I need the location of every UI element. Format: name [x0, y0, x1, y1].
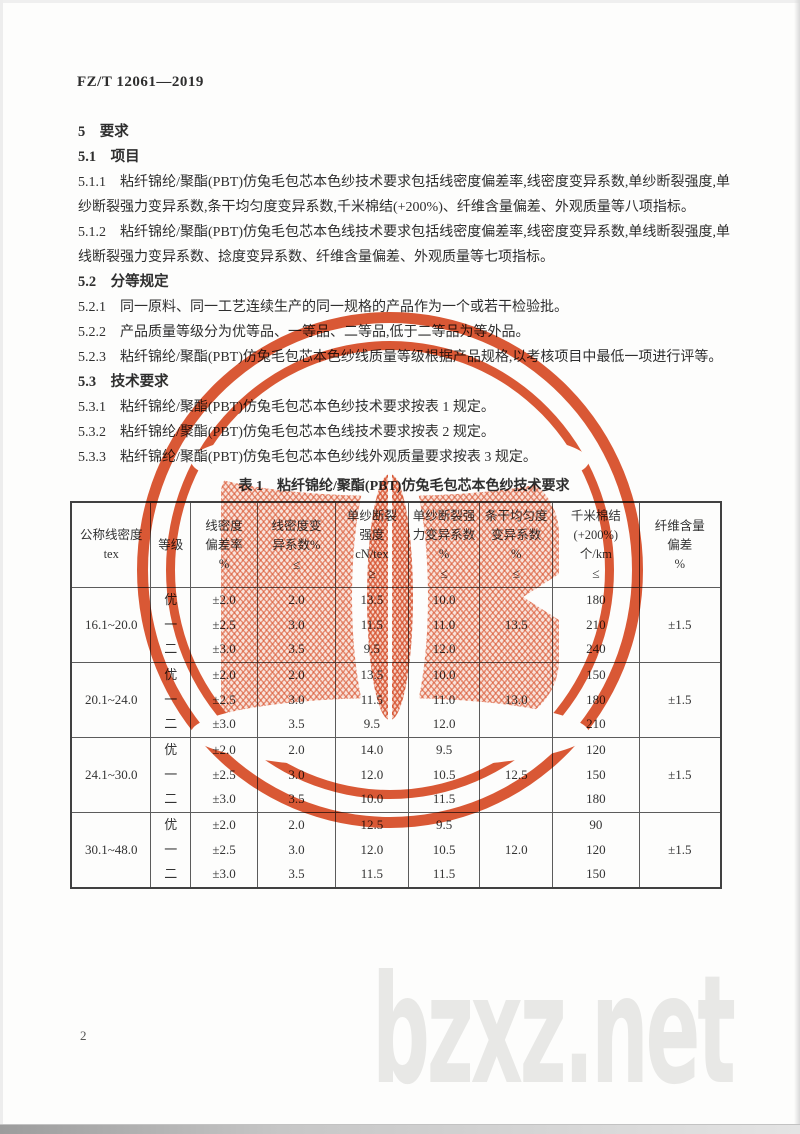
cell-strength-cv: 10.0 11.0 12.0: [407, 662, 481, 738]
scan-edge-bottom: [0, 1124, 800, 1134]
para-5-2-1: 5.2.1 同一原料、同一工艺连续生产的同一规格的产品作为一个或若干检验批。: [78, 300, 568, 315]
cell-neps: 120 150 180: [552, 737, 640, 813]
scan-edge-right: [794, 0, 800, 1134]
cell-grade: 优一二: [150, 587, 192, 663]
column-header-strength_cv: 单纱断裂强 力变异系数% ≤: [407, 501, 481, 588]
table-row-group-16.1~20.0: 16.1~20.0 优一二 ±2.0 ±2.5 ±3.0 2.0 3.0 3.5 13.5 11.…: [70, 587, 722, 663]
cell-density-cv: 2.0 3.0 3.5: [257, 662, 337, 738]
para-5-3-2: 5.3.2 粘纤锦纶/聚酯(PBT)仿兔毛包芯本色线技术要求按表 2 规定。: [78, 425, 495, 440]
cell-strength: 13.5 11.5 9.5: [335, 662, 409, 738]
section-5-1-heading: 5.1 项目: [78, 149, 140, 165]
cell-strength-cv: 9.5 10.5 11.5: [407, 737, 481, 813]
para-5-2-3: 5.2.3 粘纤锦纶/聚酯(PBT)仿兔毛包芯本色纱线质量等级根据产品规格,以考…: [78, 350, 723, 365]
cell-density-dev: ±2.0 ±2.5 ±3.0: [190, 812, 259, 889]
cell-density-dev: ±2.0 ±2.5 ±3.0: [190, 737, 259, 813]
table-row-group-30.1~48.0: 30.1~48.0 优一二 ±2.0 ±2.5 ±3.0 2.0 3.0 3.5 12.5 12.…: [70, 812, 722, 889]
cell-strength-cv: 9.5 10.5 11.5: [407, 812, 481, 889]
section-5-2-heading: 5.2 分等规定: [78, 274, 169, 290]
cell-strength: 14.0 12.0 10.0: [335, 737, 409, 813]
column-header-strength: 单纱断裂 强度 cN/tex ≥: [335, 501, 409, 588]
para-5-2-2: 5.2.2 产品质量等级分为优等品、一等品、二等品,低于二等品为等外品。: [78, 325, 530, 340]
cell-density-dev: ±2.0 ±2.5 ±3.0: [190, 662, 259, 738]
cell-neps: 90 120 150: [552, 812, 640, 889]
cell-fiber-dev: ±1.5: [638, 737, 722, 813]
cell-neps: 180 210 240: [552, 587, 640, 663]
table-1-body: 16.1~20.0 优一二 ±2.0 ±2.5 ±3.0 2.0 3.0 3.5 13.5 11.…: [70, 587, 722, 889]
para-5-3-1: 5.3.1 粘纤锦纶/聚酯(PBT)仿兔毛包芯本色纱技术要求按表 1 规定。: [78, 400, 495, 415]
column-header-density_dev: 线密度 偏差率%: [190, 501, 259, 588]
table-1-title: 表 1 粘纤锦纶/聚酯(PBT)仿兔毛包芯本色纱技术要求: [238, 479, 570, 494]
page-number: 2: [80, 1028, 87, 1043]
cell-grade: 优一二: [150, 737, 192, 813]
cell-evenness-cv: 13.0: [479, 662, 554, 738]
document-body: 5 要求 5.1 项目 5.1.1 粘纤锦纶/聚酯(PBT)仿兔毛包芯本色纱技术…: [70, 120, 730, 889]
table-1-header: 公称线密度 tex 等级 线密度 偏差率% 线密度变 异系数% ≤ 单纱断裂 强度 cN/tex ≥ 单…: [70, 501, 722, 588]
cell-density-cv: 2.0 3.0 3.5: [257, 812, 337, 889]
column-header-fiber_dev: 纤维含量 偏差%: [638, 501, 722, 588]
cell-grade: 优一二: [150, 662, 192, 738]
column-header-evenness_cv: 条干均匀度 变异系数% ≤: [479, 501, 554, 588]
cell-strength: 12.5 12.0 11.5: [335, 812, 409, 889]
scan-edge-left: [0, 0, 3, 1134]
site-watermark: bzxz.net: [372, 944, 736, 1118]
cell-evenness-cv: 13.5: [479, 587, 554, 663]
cell-evenness-cv: 12.0: [479, 812, 554, 889]
standard-code: FZ/T 12061—2019: [77, 74, 204, 90]
table-row-group-24.1~30.0: 24.1~30.0 优一二 ±2.0 ±2.5 ±3.0 2.0 3.0 3.5 14.0 12.…: [70, 737, 722, 813]
cell-neps: 150 180 210: [552, 662, 640, 738]
para-5-3-3: 5.3.3 粘纤锦纶/聚酯(PBT)仿兔毛包芯本色纱线外观质量要求按表 3 规定…: [78, 450, 537, 465]
table-1: 公称线密度 tex 等级 线密度 偏差率% 线密度变 异系数% ≤ 单纱断裂 强度 cN/tex ≥ 单…: [70, 501, 722, 889]
section-5-heading: 5 要求: [78, 124, 129, 140]
cell-range: 24.1~30.0: [70, 737, 152, 813]
scan-edge-top: [0, 0, 800, 3]
para-5-1-1: 5.1.1 粘纤锦纶/聚酯(PBT)仿兔毛包芯本色纱技术要求包括线密度偏差率,线…: [78, 175, 730, 215]
cell-density-cv: 2.0 3.0 3.5: [257, 737, 337, 813]
cell-fiber-dev: ±1.5: [638, 587, 722, 663]
column-header-grade: 等级: [150, 501, 192, 588]
cell-strength-cv: 10.0 11.0 12.0: [407, 587, 481, 663]
table-row-group-20.1~24.0: 20.1~24.0 优一二 ±2.0 ±2.5 ±3.0 2.0 3.0 3.5 13.5 11.…: [70, 662, 722, 738]
cell-range: 20.1~24.0: [70, 662, 152, 738]
cell-range: 30.1~48.0: [70, 812, 152, 889]
cell-evenness-cv: 12.5: [479, 737, 554, 813]
column-header-density_cv: 线密度变 异系数% ≤: [257, 501, 337, 588]
section-5-3-heading: 5.3 技术要求: [78, 374, 169, 390]
column-header-range: 公称线密度 tex: [70, 501, 152, 588]
cell-density-dev: ±2.0 ±2.5 ±3.0: [190, 587, 259, 663]
cell-range: 16.1~20.0: [70, 587, 152, 663]
cell-fiber-dev: ±1.5: [638, 662, 722, 738]
cell-density-cv: 2.0 3.0 3.5: [257, 587, 337, 663]
column-header-neps: 千米棉结 (+200%) 个/km ≤: [552, 501, 640, 588]
para-5-1-2: 5.1.2 粘纤锦纶/聚酯(PBT)仿兔毛包芯本色线技术要求包括线密度偏差率,线…: [78, 225, 730, 265]
cell-fiber-dev: ±1.5: [638, 812, 722, 889]
cell-strength: 13.5 11.5 9.5: [335, 587, 409, 663]
cell-grade: 优一二: [150, 812, 192, 889]
table-header-row: 公称线密度 tex 等级 线密度 偏差率% 线密度变 异系数% ≤ 单纱断裂 强度 cN/tex ≥ 单…: [70, 501, 722, 588]
